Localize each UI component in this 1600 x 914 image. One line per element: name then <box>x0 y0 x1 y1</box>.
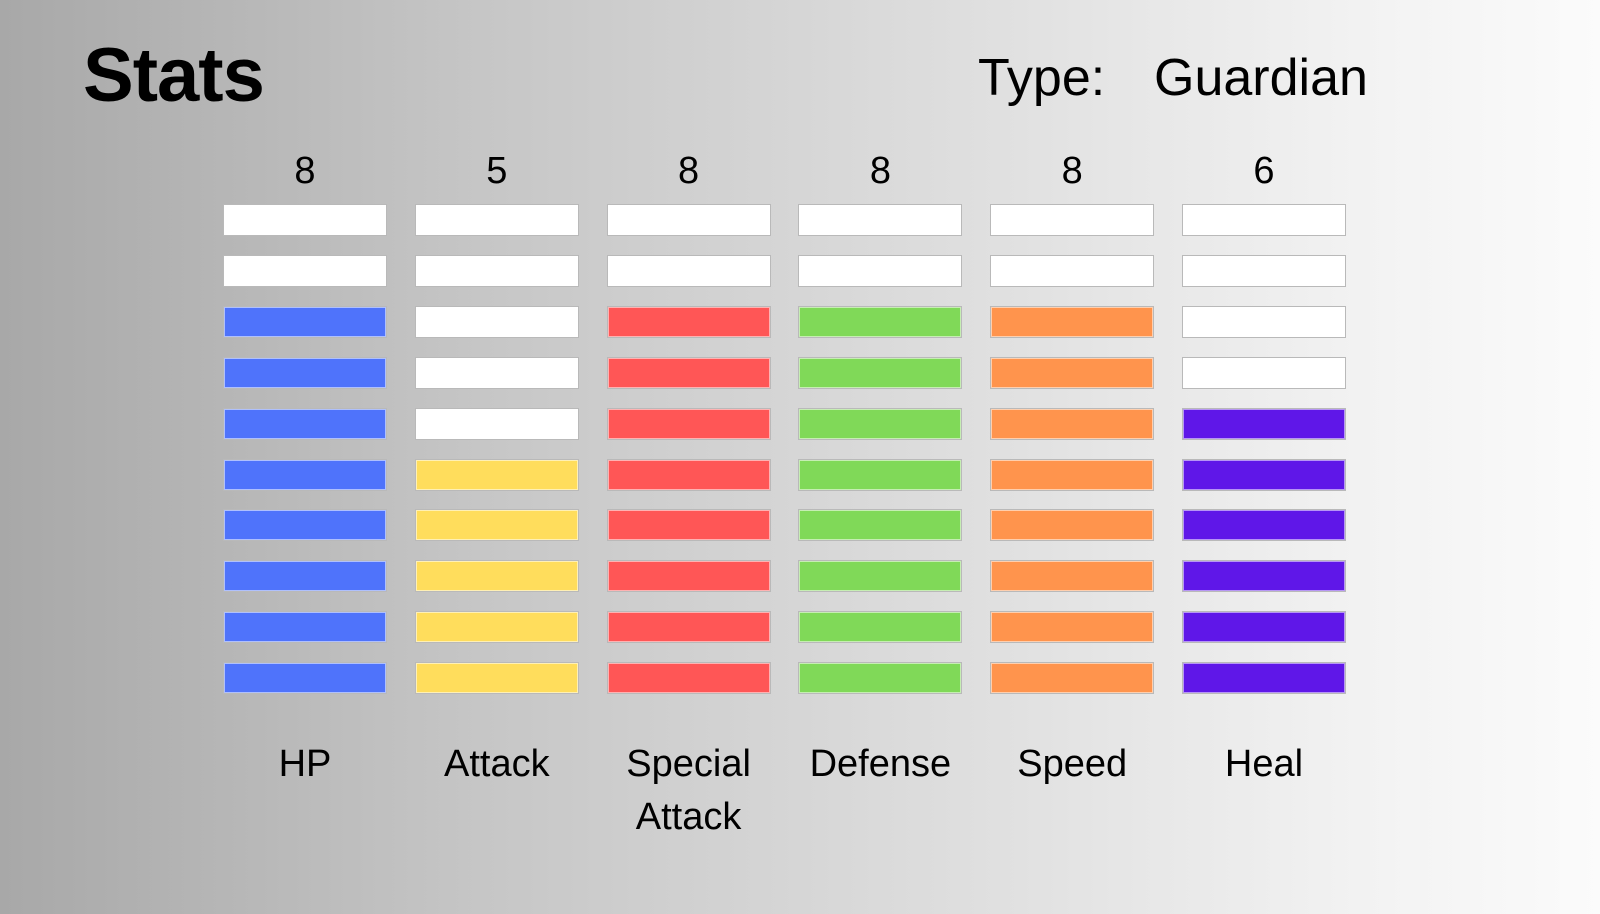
stat-bar-filled <box>223 611 387 644</box>
stat-bar-filled <box>606 662 771 695</box>
stat-column: 8 HP <box>223 0 387 914</box>
stat-bar-filled <box>414 458 579 491</box>
stat-bar-filled <box>990 356 1155 389</box>
type-label: Type: <box>978 49 1106 107</box>
stat-bar-filled <box>798 611 963 644</box>
stat-value: 8 <box>678 150 700 192</box>
stat-bar-filled <box>223 356 387 389</box>
stat-value: 8 <box>869 150 891 192</box>
stat-label: Speed <box>1017 743 1128 785</box>
stat-bar-empty <box>414 254 579 287</box>
stat-bar-filled <box>606 356 771 389</box>
stat-bar-filled <box>223 509 387 542</box>
stat-bar-filled <box>414 560 579 593</box>
stat-bar-filled <box>1182 458 1346 491</box>
type-value: Guardian <box>1154 49 1368 107</box>
stat-bar-empty <box>990 254 1155 287</box>
stat-column: 8 Special Attack <box>606 0 771 914</box>
stat-bar-empty <box>1182 204 1346 236</box>
stat-bar-empty <box>798 254 963 287</box>
stat-bar-empty <box>414 305 579 338</box>
stat-bar-filled <box>606 458 771 491</box>
stat-bar-filled <box>606 407 771 440</box>
stat-bar-filled <box>1182 509 1346 542</box>
stat-label: Defense <box>809 743 952 785</box>
stat-bar-filled <box>606 611 771 644</box>
stat-bar-empty <box>1182 254 1346 287</box>
stat-bar-empty <box>606 254 771 287</box>
stat-column: 5 Attack <box>414 0 579 914</box>
stat-bar-filled <box>223 305 387 338</box>
stat-bar-empty <box>1182 305 1346 338</box>
stat-column: 8 Speed <box>990 0 1155 914</box>
stat-bar-empty <box>223 204 387 236</box>
stat-bar-filled <box>414 662 579 695</box>
stat-bar-filled <box>798 509 963 542</box>
stat-bar-filled <box>223 560 387 593</box>
stat-bar-filled <box>223 662 387 695</box>
stat-value: 5 <box>486 150 508 192</box>
stat-bar-filled <box>798 356 963 389</box>
stat-label: Heal <box>1224 743 1304 785</box>
stat-bar-filled <box>606 509 771 542</box>
stat-value: 8 <box>1061 150 1083 192</box>
stat-bar-filled <box>990 407 1155 440</box>
stat-bar-empty <box>606 204 771 236</box>
stat-bar-filled <box>798 305 963 338</box>
stat-bar-filled <box>798 662 963 695</box>
stat-bar-filled <box>606 560 771 593</box>
stat-bar-empty <box>223 254 387 287</box>
stat-bar-filled <box>223 407 387 440</box>
type-display: Type: Guardian <box>978 52 1368 104</box>
stat-bar-filled <box>1182 611 1346 644</box>
stat-bar-empty <box>990 204 1155 236</box>
stat-bar-filled <box>798 560 963 593</box>
stat-bar-filled <box>223 458 387 491</box>
stat-bar-filled <box>990 305 1155 338</box>
stat-bar-filled <box>414 611 579 644</box>
stat-bar-filled <box>1182 560 1346 593</box>
stat-column: 6 Heal <box>1182 0 1346 914</box>
stat-bar-empty <box>414 356 579 389</box>
stat-bar-empty <box>798 204 963 236</box>
stat-bar-empty <box>414 204 579 236</box>
stat-bar-filled <box>606 305 771 338</box>
stat-bar-filled <box>798 458 963 491</box>
stat-bar-filled <box>990 611 1155 644</box>
stat-value: 8 <box>294 150 316 192</box>
stat-bar-filled <box>1182 662 1346 695</box>
stat-value: 6 <box>1253 150 1275 192</box>
stat-label: Attack <box>443 743 550 785</box>
stat-bar-filled <box>990 458 1155 491</box>
stat-bar-filled <box>1182 407 1346 440</box>
page-title: Stats <box>83 33 265 118</box>
stat-bar-filled <box>990 509 1155 542</box>
stat-label: HP <box>278 743 332 785</box>
stat-column: 8 Defense <box>798 0 963 914</box>
stat-bar-filled <box>990 662 1155 695</box>
stat-bar-filled <box>798 407 963 440</box>
stat-bar-empty <box>1182 356 1346 389</box>
stat-label: Special Attack <box>626 743 751 838</box>
stat-bar-empty <box>414 407 579 440</box>
stat-bar-filled <box>990 560 1155 593</box>
stat-bar-filled <box>414 509 579 542</box>
